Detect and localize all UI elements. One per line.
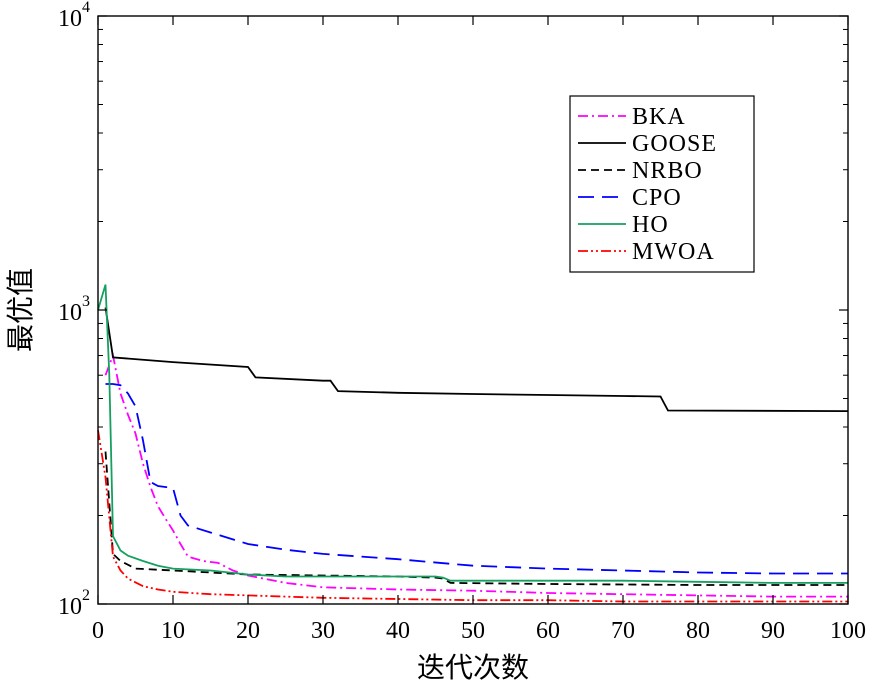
y-tick-label: 103 <box>58 293 90 326</box>
legend-label-ho: HO <box>632 212 669 238</box>
x-tick-label: 30 <box>311 618 335 644</box>
x-tick-label: 40 <box>386 618 410 644</box>
x-tick-label: 90 <box>761 618 785 644</box>
x-tick-label: 70 <box>611 618 635 644</box>
x-tick-label: 60 <box>536 618 560 644</box>
legend-label-cpo: CPO <box>632 185 682 211</box>
ticks-layer: 0 10 20 30 40 50 60 70 80 90 100 102 103 104 <box>58 0 866 644</box>
legend-label-mwoa: MWOA <box>632 239 715 265</box>
series-line-ho <box>97 284 848 584</box>
y-tick-label: 102 <box>58 587 90 620</box>
x-tick-label: 80 <box>686 618 710 644</box>
legend-label-bka: BKA <box>632 104 686 130</box>
legend-box <box>569 95 755 273</box>
y-tick-exponent: 4 <box>82 0 90 16</box>
series-line-bka <box>104 352 848 598</box>
x-tick-label: 10 <box>161 618 185 644</box>
x-tick-label: 50 <box>461 618 485 644</box>
series-layer <box>97 284 849 603</box>
x-tick-label: 100 <box>830 618 866 644</box>
y-axis-label: 最优值 <box>4 268 37 352</box>
series-line-goose <box>104 307 849 412</box>
legend-label-nrbo: NRBO <box>632 158 703 184</box>
series-line-cpo <box>105 383 848 575</box>
series-line-mwoa <box>97 430 848 603</box>
series-line-nrbo <box>104 451 848 586</box>
y-tick-exponent: 2 <box>82 587 90 604</box>
x-tick-label: 20 <box>236 618 260 644</box>
plot-frame <box>97 15 849 605</box>
y-tick-exponent: 3 <box>82 293 90 310</box>
x-axis-label: 迭代次数 <box>417 651 529 684</box>
legend-label-goose: GOOSE <box>632 131 717 157</box>
y-tick-label: 104 <box>58 0 90 32</box>
x-tick-label: 0 <box>92 618 104 644</box>
